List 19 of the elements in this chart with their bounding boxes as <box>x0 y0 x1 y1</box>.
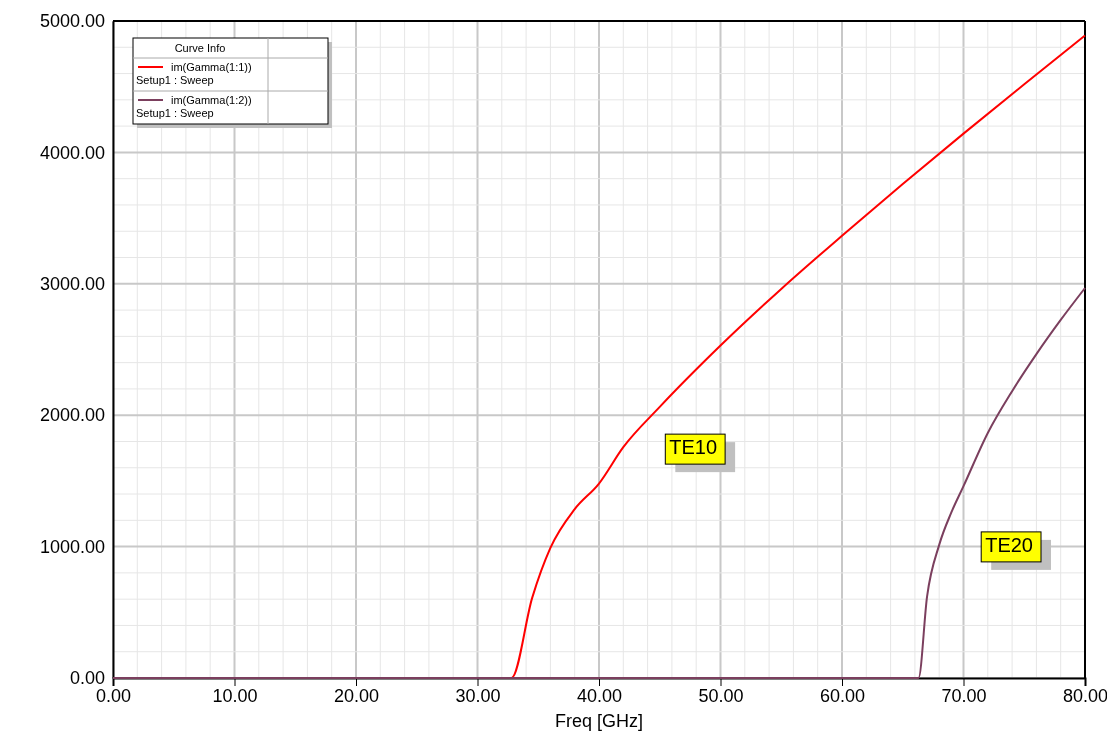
x-tick-label: 50.00 <box>698 685 744 706</box>
x-tick-label: 40.00 <box>576 685 623 706</box>
legend-label: im(Gamma(1:1)) Setup1 : Sweep <box>136 61 252 86</box>
y-tick-label: 2000.00 <box>39 405 105 426</box>
x-tick-label: 20.00 <box>333 685 380 706</box>
x-axis-title: Freq [GHz] <box>554 711 644 731</box>
annotation: TE20 <box>985 533 1034 556</box>
x-tick-label: 80.00 <box>1062 685 1107 706</box>
x-tick-label: 10.00 <box>212 685 258 706</box>
annotation: TE10 <box>669 436 718 459</box>
legend-title: Curve Info <box>174 42 226 54</box>
y-tick-label: 3000.00 <box>39 274 105 295</box>
y-tick-label: 4000.00 <box>39 142 105 163</box>
x-tick-label: 30.00 <box>455 685 501 706</box>
y-tick-label: 5000.00 <box>39 11 105 32</box>
y-tick-label: 1000.00 <box>39 536 105 557</box>
legend-label: im(Gamma(1:2)) Setup1 : Sweep <box>136 94 252 119</box>
x-tick-label: 60.00 <box>819 685 866 706</box>
x-tick-label: 70.00 <box>941 685 987 706</box>
